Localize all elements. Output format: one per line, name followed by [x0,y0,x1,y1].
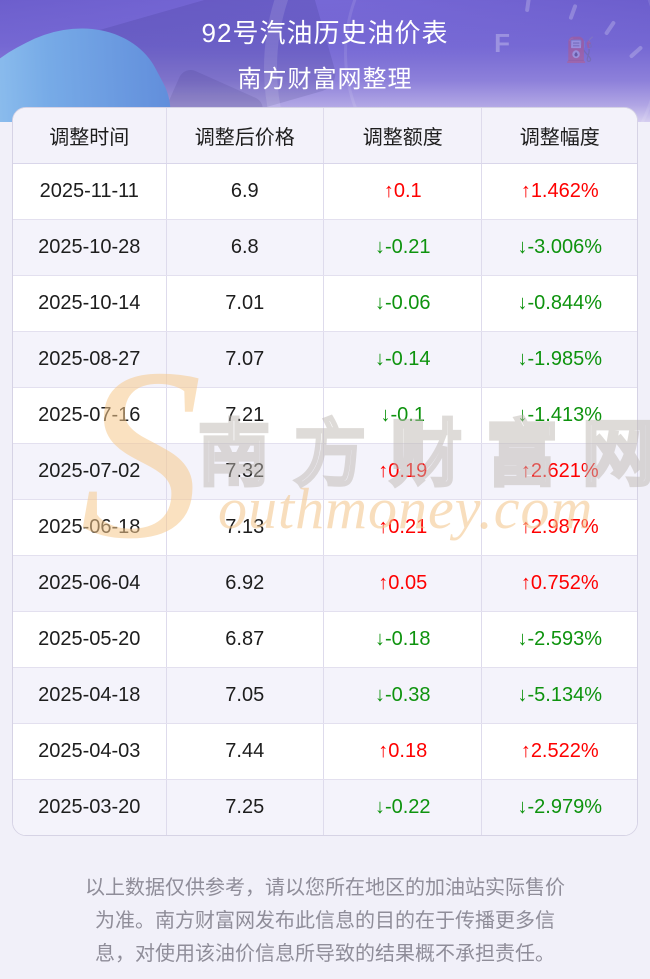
cell-change: ↑0.1 [324,164,483,219]
cell-date: 2025-07-16 [13,388,167,443]
cell-pct: ↑0.752% [520,572,599,594]
fuel-pump-icon: ⛽ [565,37,595,64]
cell-pct: ↑2.621% [520,460,599,482]
table-body: 2025-11-11 6.9 ↑0.1 ↑1.462% 2025-10-28 6.8 ↓-0… [13,164,637,835]
cell-price: 7.01 [167,276,324,331]
cell-price: 6.9 [167,164,324,219]
gauge-full-marker: F [494,28,510,58]
cell-price: 6.92 [167,556,324,611]
cell-pct: ↑1.462% [520,180,599,202]
table-row: 2025-04-18 7.05 ↓-0.38 ↓-5.134% [13,668,637,724]
cell-price: 6.87 [167,612,324,667]
price-table: 调整时间 调整后价格 调整额度 调整幅度 2025-11-11 6.9 ↑0.1 ↑1… [12,107,638,836]
cell-date: 2025-10-14 [13,276,167,331]
cell-pct: ↓-1.413% [517,404,602,426]
cell-change: ↓-0.14 [324,332,483,387]
fuel-gauge-inner-arc-icon [344,0,650,122]
cell-pct: ↓-3.006% [517,236,602,258]
cell-date: 2025-03-20 [13,780,167,835]
table-row: 2025-10-14 7.01 ↓-0.06 ↓-0.844% [13,276,637,332]
cell-pct: ↓-2.593% [517,628,602,650]
cell-date: 2025-06-04 [13,556,167,611]
page-title: 92号汽油历史油价表 [201,18,449,48]
cell-change: ↓-0.38 [324,668,483,723]
cell-price: 7.32 [167,444,324,499]
cell-date: 2025-05-20 [13,612,167,667]
table-row: 2025-11-11 6.9 ↑0.1 ↑1.462% [13,164,637,220]
cell-date: 2025-07-02 [13,444,167,499]
cell-change: ↓-0.22 [324,780,483,835]
table-row: 2025-05-20 6.87 ↓-0.18 ↓-2.593% [13,612,637,668]
column-header-pct: 调整幅度 [519,127,600,149]
cell-date: 2025-08-27 [13,332,167,387]
cell-pct: ↑2.987% [520,516,599,538]
hero-banner: F ⛽ 92号汽油历史油价表 南方财富网整理 [0,0,650,122]
cell-price: 7.44 [167,724,324,779]
cell-price: 6.8 [167,220,324,275]
table-row: 2025-07-02 7.32 ↑0.19 ↑2.621% [13,444,637,500]
cell-change: ↓-0.21 [324,220,483,275]
column-header-date: 调整时间 [13,108,167,163]
cell-price: 7.21 [167,388,324,443]
cell-change: ↑0.21 [324,500,483,555]
cell-date: 2025-04-18 [13,668,167,723]
cell-pct: ↓-5.134% [517,684,602,706]
table-row: 2025-07-16 7.21 ↓-0.1 ↓-1.413% [13,388,637,444]
cell-change: ↑0.05 [324,556,483,611]
cell-price: 7.07 [167,332,324,387]
cell-pct: ↓-1.985% [517,348,602,370]
cell-change: ↓-0.1 [324,388,483,443]
column-header-change: 调整额度 [324,108,483,163]
cell-pct: ↓-0.844% [517,292,602,314]
page-subtitle: 南方财富网整理 [237,66,413,93]
cell-date: 2025-10-28 [13,220,167,275]
disclaimer-text: 以上数据仅供参考，请以您所在地区的加油站实际售价为准。南方财富网发布此信息的目的… [85,877,565,965]
cell-change: ↑0.18 [324,724,483,779]
table-row: 2025-06-18 7.13 ↑0.21 ↑2.987% [13,500,637,556]
cell-change: ↑0.19 [324,444,483,499]
cell-price: 7.05 [167,668,324,723]
table-header-row: 调整时间 调整后价格 调整额度 调整幅度 [13,108,637,164]
cell-price: 7.13 [167,500,324,555]
cell-price: 7.25 [167,780,324,835]
table-row: 2025-04-03 7.44 ↑0.18 ↑2.522% [13,724,637,780]
table-row: 2025-10-28 6.8 ↓-0.21 ↓-3.006% [13,220,637,276]
cell-date: 2025-11-11 [13,164,167,219]
table-row: 2025-08-27 7.07 ↓-0.14 ↓-1.985% [13,332,637,388]
cell-change: ↓-0.06 [324,276,483,331]
table-row: 2025-06-04 6.92 ↑0.05 ↑0.752% [13,556,637,612]
column-header-price: 调整后价格 [167,108,324,163]
cell-pct: ↑2.522% [520,740,599,762]
cell-date: 2025-06-18 [13,500,167,555]
table-row: 2025-03-20 7.25 ↓-0.22 ↓-2.979% [13,780,637,835]
cell-pct: ↓-2.979% [517,796,602,818]
fuel-gauge-arc-icon [264,0,650,122]
cell-change: ↓-0.18 [324,612,483,667]
cell-date: 2025-04-03 [13,724,167,779]
